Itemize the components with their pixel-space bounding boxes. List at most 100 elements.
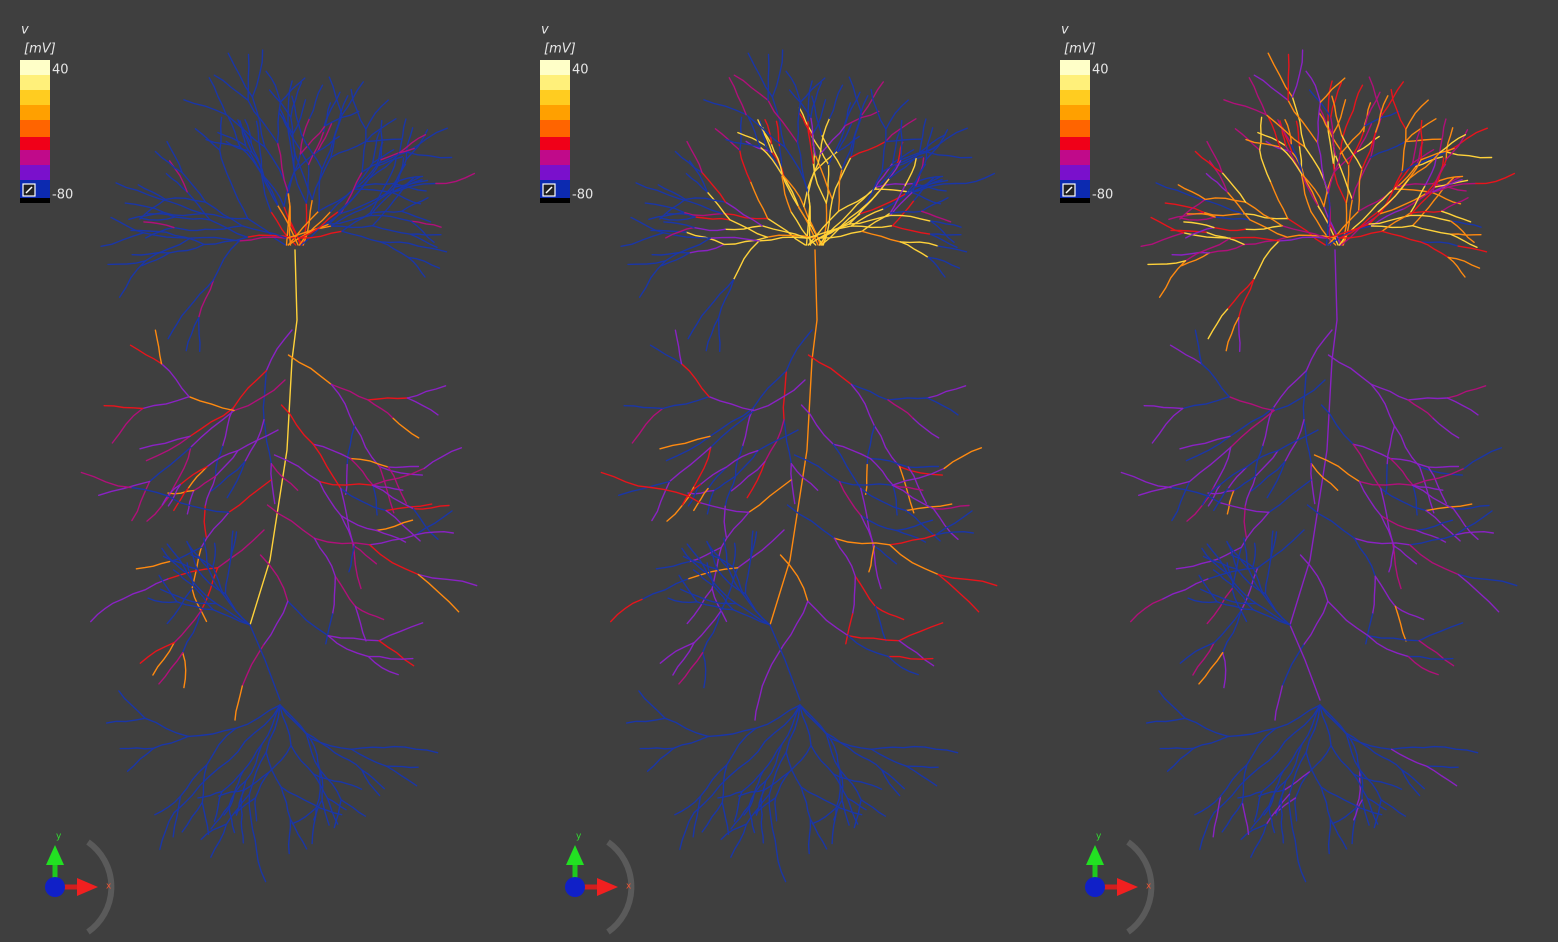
neurite [225,793,251,825]
neurite [837,123,853,153]
neurite [172,569,194,587]
neurite [340,781,363,790]
neurite [1147,260,1187,266]
neurite [807,225,853,246]
neurite [1281,644,1305,687]
neurite [887,399,914,420]
neurite [1265,113,1306,148]
neurite [1231,588,1248,623]
neurite [385,765,418,787]
neurite [921,197,949,212]
neurite [745,793,771,825]
neurite [1150,216,1185,234]
neurite [618,480,671,496]
neurite [249,249,298,626]
neurite [1425,765,1458,787]
neurite [409,233,438,248]
neurite [774,839,787,883]
neurite [387,465,420,469]
neurite [276,101,282,144]
neurite [850,140,887,159]
neurite [139,198,166,220]
neurite [1164,202,1205,214]
neurite [732,609,771,626]
neurite [1352,803,1383,816]
neurite [212,609,251,626]
neurite [892,484,924,491]
neurite [398,134,427,154]
neurite [1223,598,1257,605]
neurite [666,212,696,218]
neurite [1308,89,1332,118]
neurite [154,329,163,365]
neurite [221,407,235,448]
neurite [1380,799,1407,817]
neurite [1380,487,1393,541]
neurite [769,249,818,626]
neurite [857,177,891,213]
neurite [254,771,270,799]
neurite [406,151,453,159]
neurite [1319,704,1332,747]
neurite [1446,151,1493,159]
neurite [639,747,675,750]
neurite [881,769,901,797]
neurite [850,208,885,227]
neurite [1269,180,1289,220]
neurite [1308,744,1332,773]
neurite [210,823,228,858]
neurite [1301,704,1321,745]
neurite [208,77,227,116]
neurite [659,642,695,664]
neurite [638,690,666,719]
neurite [140,252,170,267]
neurite [825,163,830,204]
neurite [850,383,876,427]
neurite [932,504,970,510]
neurite [1192,735,1229,749]
x-axis-head [1117,878,1138,896]
axis-x-label: x [626,882,632,892]
neurite [369,191,394,217]
neurite [214,445,224,477]
neurite [167,489,195,495]
neurite [194,128,221,151]
neurite [861,212,891,232]
neurite [895,519,934,532]
neurite [375,529,407,543]
neurite [1278,236,1327,242]
neurite [1371,575,1376,615]
neurite [289,818,308,850]
neurite [899,466,915,514]
neurite [881,151,928,173]
neurite [190,554,214,568]
neurite [811,95,823,136]
neurite [350,88,367,130]
neurite [121,578,169,601]
neurite [186,191,211,221]
neurite [702,652,707,689]
neurite [312,803,343,816]
neurite [1347,130,1365,166]
neurite [807,210,840,246]
neurite [191,588,208,623]
neurite [1452,504,1490,510]
neurite [686,543,709,575]
neurite [889,184,906,214]
neurite [1366,797,1387,811]
neurite [1159,747,1195,750]
neurite [733,74,769,101]
neurite [298,211,332,246]
neurite [752,370,787,409]
neurite [898,640,935,667]
neurite [80,471,132,489]
colorbar-band [20,137,50,150]
neurite [144,237,191,262]
neurite [833,799,843,821]
neurite [881,769,905,790]
colorbar-band [1060,105,1090,120]
neurite [1409,534,1457,546]
colorbar-band [540,75,570,90]
neurite [1207,483,1221,507]
neurite [130,486,181,504]
